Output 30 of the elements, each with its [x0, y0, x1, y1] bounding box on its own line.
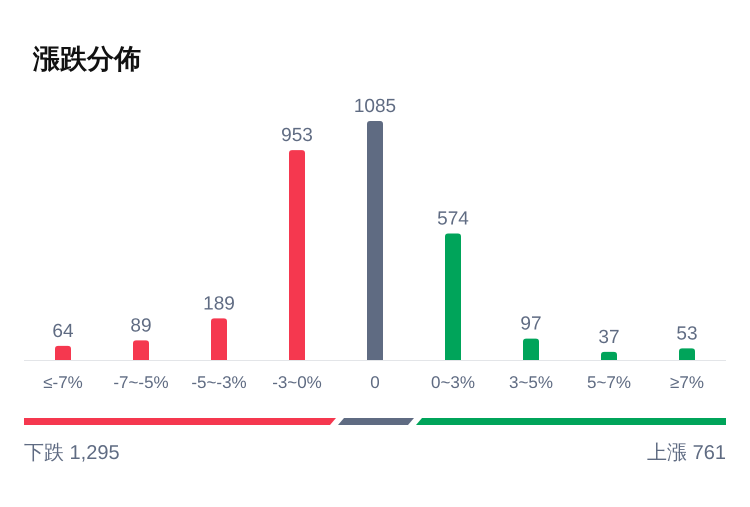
x-tick-label: ≤-7% [43, 373, 83, 392]
x-tick-label: -5~-3% [191, 373, 247, 392]
bar [289, 150, 305, 360]
bar [55, 346, 71, 360]
data-label: 953 [281, 125, 313, 146]
x-tick-label: -7~-5% [113, 373, 169, 392]
bar [133, 340, 149, 360]
data-label: 89 [130, 315, 152, 336]
bar [523, 338, 539, 360]
x-tick-label: ≥7% [670, 373, 704, 392]
text: 上漲 761 [647, 442, 726, 464]
data-label: 53 [676, 323, 698, 344]
x-tick-label: 0~3% [431, 373, 475, 392]
data-label: 64 [52, 320, 74, 342]
bar [211, 318, 227, 360]
x-tick-label: 5~7% [587, 373, 631, 392]
x-tick-label: -3~0% [272, 373, 322, 392]
bar [445, 234, 461, 360]
bar [367, 121, 383, 360]
data-label: 1085 [354, 96, 396, 117]
data-label: 189 [203, 293, 235, 314]
x-tick-label: 0 [370, 373, 380, 392]
bar [679, 348, 695, 360]
x-tick-label: 3~5% [509, 373, 553, 392]
data-label: 37 [598, 326, 620, 348]
bar [601, 352, 617, 360]
text: 下跌 1,295 [24, 442, 120, 464]
data-label: 97 [520, 314, 542, 335]
data-label: 574 [437, 208, 470, 230]
chart-title: 漲跌分佈 [32, 44, 141, 74]
